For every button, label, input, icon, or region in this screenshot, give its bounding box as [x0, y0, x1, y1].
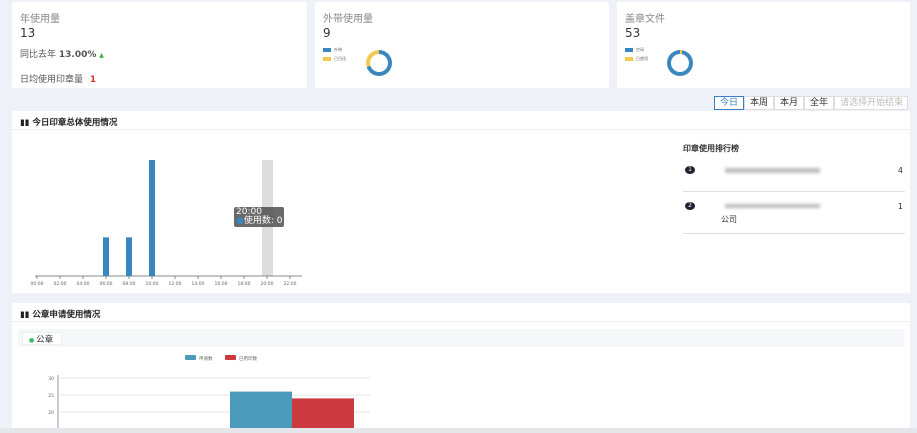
blurred-name: [725, 168, 820, 173]
y-tick-label: 30: [48, 376, 54, 382]
legend-label: 申请数: [199, 355, 213, 362]
legend: 空闲 已使用: [625, 45, 648, 63]
ranking-title: 印章使用排行榜: [683, 144, 739, 153]
x-tick-label: 18:00: [238, 281, 251, 287]
donut-chart: [667, 50, 693, 76]
bottom-bar: [0, 428, 917, 433]
bar: [126, 237, 132, 276]
x-tick-label: 22:00: [284, 281, 297, 287]
range-month-button[interactable]: 本月: [774, 96, 805, 110]
range-today-button[interactable]: 今日: [714, 96, 745, 110]
ranking-row: 2 公司 1: [683, 192, 905, 234]
legend-swatch: [185, 355, 196, 360]
legend: 外带 已归还: [323, 45, 346, 63]
date-range-input[interactable]: 请选择开始结束: [834, 96, 909, 110]
ranking-panel: 印章使用排行榜 1 4 2 公司 1: [683, 143, 905, 234]
legend-swatch: [225, 355, 236, 360]
series-dot-icon: ●: [236, 216, 244, 226]
range-week-button[interactable]: 本周: [744, 96, 775, 110]
card-value: 13: [20, 26, 36, 40]
x-tick-label: 20:00: [261, 281, 274, 287]
daily-label: 日均使用印章量: [20, 75, 84, 85]
bar-chart-icon: ▮▮: [20, 118, 33, 128]
rank-name: 公司: [721, 215, 737, 224]
card-title: 年使用量: [20, 14, 60, 25]
card-takeout-usage: 外带使用量 9 外带 已归还: [315, 2, 609, 88]
card-annual-usage: 年使用量 13 同比去年 13.00% ▲ 日均使用印章量 1: [12, 2, 307, 88]
tooltip-time: 20:00: [236, 207, 262, 217]
section-today-usage: ▮▮ 今日印章总体使用情况 00:00 02:00 04:00 06:00 08:00 1…: [12, 111, 910, 293]
x-tick-label: 16:00: [215, 281, 228, 287]
rank-badge: 2: [685, 202, 695, 210]
range-year-button[interactable]: 全年: [804, 96, 835, 110]
card-stamped-files: 盖章文件 53 空闲 已使用: [617, 2, 910, 88]
x-tick-label: 02:00: [54, 281, 67, 287]
legend-label: 已用印数: [239, 355, 257, 362]
bar: [230, 391, 292, 428]
range-selector: 今日 本周 本月 全年 请选择开始结束: [714, 96, 909, 110]
section-seal-application: ▮▮ 公章申请使用情况 ● 公章 申请数 已用印数 30 25 20: [12, 303, 910, 428]
tab-bar: ● 公章: [18, 329, 904, 347]
tooltip-label: 使用数: 0: [243, 216, 283, 226]
y-tick-label: 20: [48, 410, 54, 416]
tab-official-seal[interactable]: ● 公章: [22, 332, 63, 345]
bar-chart-icon: ▮▮: [20, 310, 33, 320]
x-tick-label: 10:00: [146, 281, 159, 287]
rank-badge: 1: [685, 166, 695, 174]
card-title: 外带使用量: [323, 14, 373, 25]
bar: [103, 237, 109, 276]
card-value: 9: [323, 26, 331, 40]
rank-count: 4: [897, 166, 903, 175]
section-title: 公章申请使用情况: [32, 310, 101, 320]
x-tick-label: 04:00: [77, 281, 90, 287]
x-tick-label: 06:00: [100, 281, 113, 287]
chart-tooltip: 20:00 ●使用数: 0: [234, 207, 285, 227]
seal-application-chart: 申请数 已用印数 30 25 20: [48, 355, 370, 428]
x-tick-label: 14:00: [192, 281, 205, 287]
ranking-row: 1 4: [683, 166, 905, 192]
x-tick-label: 12:00: [169, 281, 182, 287]
card-title: 盖章文件: [625, 14, 665, 25]
x-tick-label: 08:00: [123, 281, 136, 287]
donut-chart: [366, 50, 392, 76]
blurred-name: [725, 204, 820, 208]
rank-count: 1: [897, 202, 903, 211]
card-value: 53: [625, 26, 641, 40]
bar: [292, 398, 354, 428]
trend-up-icon: ▲: [99, 52, 104, 59]
yoy-label: 同比去年: [20, 50, 57, 60]
x-tick-label: 00:00: [31, 281, 44, 287]
bar: [149, 160, 155, 276]
section-title: 今日印章总体使用情况: [32, 118, 118, 128]
yoy-value: 13.00%: [58, 50, 97, 60]
daily-value: 1: [89, 75, 97, 85]
y-tick-label: 25: [48, 393, 54, 399]
